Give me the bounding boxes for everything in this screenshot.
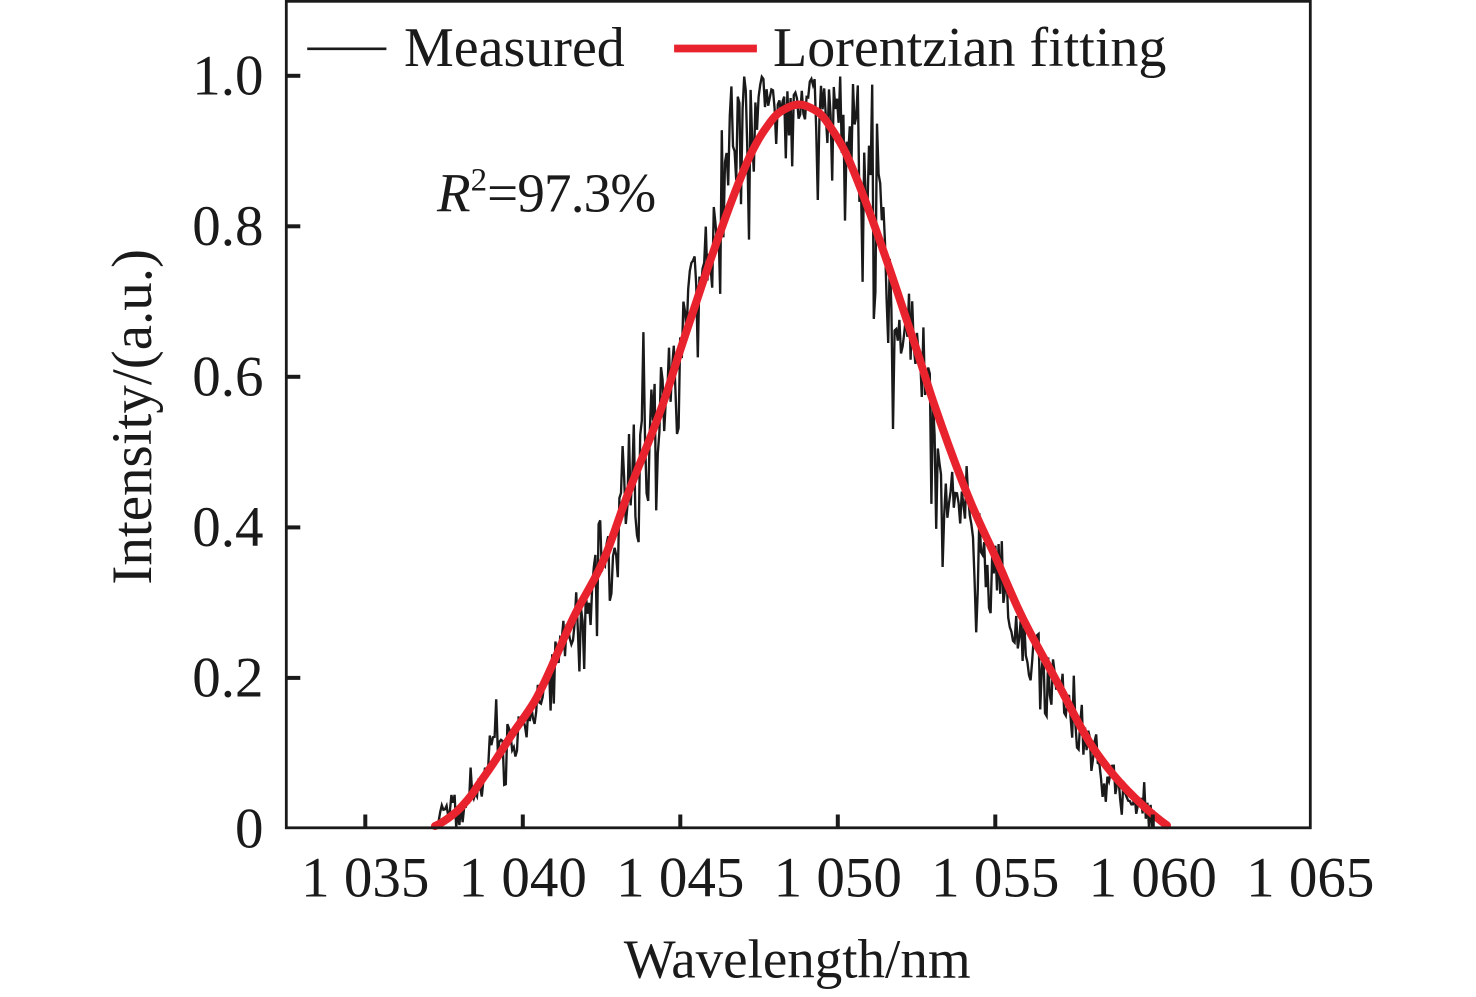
svg-text:Wavelength/nm: Wavelength/nm: [624, 929, 971, 990]
svg-text:0.4: 0.4: [192, 496, 263, 559]
svg-text:0: 0: [235, 797, 264, 860]
svg-text:1 060: 1 060: [1089, 846, 1217, 909]
svg-text:Lorentzian fitting: Lorentzian fitting: [773, 17, 1166, 79]
svg-text:1 040: 1 040: [459, 846, 587, 909]
svg-text:0.2: 0.2: [192, 647, 263, 710]
svg-text:1 065: 1 065: [1246, 846, 1374, 909]
svg-text:Measured: Measured: [404, 17, 625, 79]
svg-text:1 045: 1 045: [616, 846, 744, 909]
svg-text:1 055: 1 055: [931, 846, 1059, 909]
svg-text:0.6: 0.6: [192, 346, 263, 409]
svg-text:R2=97.3%: R2=97.3%: [436, 163, 655, 224]
svg-text:Intensity/(a.u.): Intensity/(a.u.): [101, 249, 164, 585]
svg-text:0.8: 0.8: [192, 195, 263, 258]
svg-text:1 050: 1 050: [774, 846, 902, 909]
svg-text:1.0: 1.0: [192, 45, 263, 108]
svg-text:1 035: 1 035: [301, 846, 429, 909]
